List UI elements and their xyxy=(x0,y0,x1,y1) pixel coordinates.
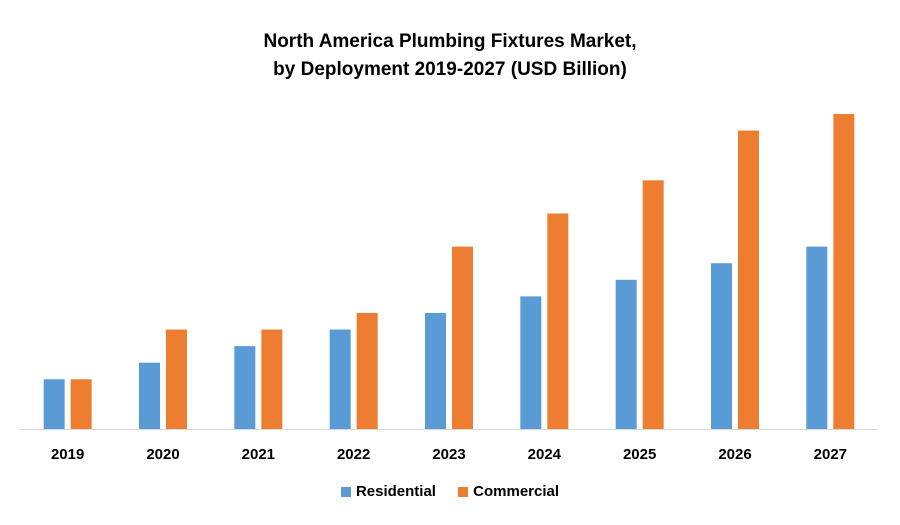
x-tick-label-2020: 2020 xyxy=(146,446,179,463)
bar-residential-2019 xyxy=(43,379,65,429)
x-tick-label-2027: 2027 xyxy=(814,446,847,463)
legend: Residential Commercial xyxy=(0,483,900,501)
bar-commercial-2019 xyxy=(70,379,92,429)
bar-residential-2025 xyxy=(615,279,637,429)
x-tick-label-2025: 2025 xyxy=(623,446,656,463)
bar-commercial-2024 xyxy=(547,213,569,429)
legend-item-commercial: Commercial xyxy=(458,483,559,500)
x-tick-label-2022: 2022 xyxy=(337,446,370,463)
x-tick-label-2024: 2024 xyxy=(528,446,562,463)
bar-commercial-2020 xyxy=(166,329,187,429)
x-tick-label-2026: 2026 xyxy=(718,446,751,463)
chart-title: North America Plumbing Fixtures Market, … xyxy=(0,28,900,84)
chart-title-line-2: by Deployment 2019-2027 (USD Billion) xyxy=(273,59,627,80)
bar-commercial-2023 xyxy=(452,246,473,429)
bar-commercial-2027 xyxy=(833,114,855,429)
x-tick-label-2023: 2023 xyxy=(432,446,465,463)
bar-residential-2023 xyxy=(425,312,446,429)
legend-item-residential: Residential xyxy=(340,483,436,500)
legend-swatch-commercial xyxy=(458,486,469,497)
legend-label-residential: Residential xyxy=(355,483,436,500)
bar-commercial-2026 xyxy=(738,130,759,429)
bar-commercial-2022 xyxy=(356,312,378,429)
bar-residential-2022 xyxy=(329,329,351,429)
x-tick-label-2019: 2019 xyxy=(51,446,84,463)
legend-label-commercial: Commercial xyxy=(473,483,560,500)
bar-residential-2027 xyxy=(806,246,828,429)
bar-commercial-2025 xyxy=(642,180,664,429)
bar-residential-2021 xyxy=(234,346,256,429)
bar-residential-2020 xyxy=(139,362,160,429)
legend-swatch-residential xyxy=(340,486,351,497)
bar-residential-2026 xyxy=(711,263,732,429)
bar-residential-2024 xyxy=(520,296,542,429)
chart-title-line-1: North America Plumbing Fixtures Market, xyxy=(263,31,637,52)
x-tick-label-2021: 2021 xyxy=(242,446,275,463)
bar-commercial-2021 xyxy=(261,329,283,429)
